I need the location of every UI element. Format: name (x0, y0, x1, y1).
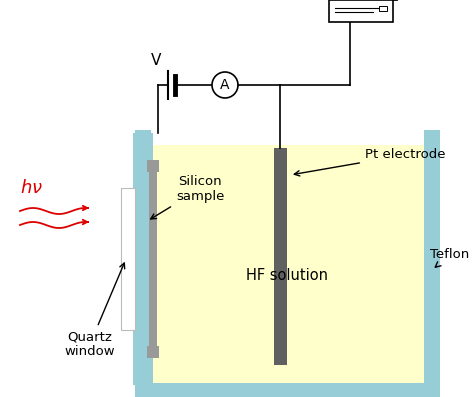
Bar (147, 346, 159, 358)
Bar (135, 130, 151, 397)
Bar (379, 6, 387, 11)
Bar (133, 133, 153, 385)
Bar (274, 148, 287, 365)
Bar (135, 383, 440, 397)
Bar (151, 145, 424, 383)
Text: Pt electrode: Pt electrode (294, 148, 446, 176)
Bar (121, 189, 135, 330)
Text: Quartz
window: Quartz window (64, 263, 125, 358)
Text: Silicon
sample: Silicon sample (151, 175, 224, 219)
Bar (329, 0, 393, 22)
Circle shape (212, 72, 238, 98)
Bar (424, 130, 440, 397)
Text: $h\nu$: $h\nu$ (20, 179, 43, 197)
Text: A: A (220, 78, 230, 92)
Text: Teflon: Teflon (430, 249, 469, 267)
Text: HF solution: HF solution (246, 268, 328, 283)
Bar (147, 160, 159, 172)
Bar (149, 168, 157, 350)
Text: V: V (151, 53, 161, 68)
